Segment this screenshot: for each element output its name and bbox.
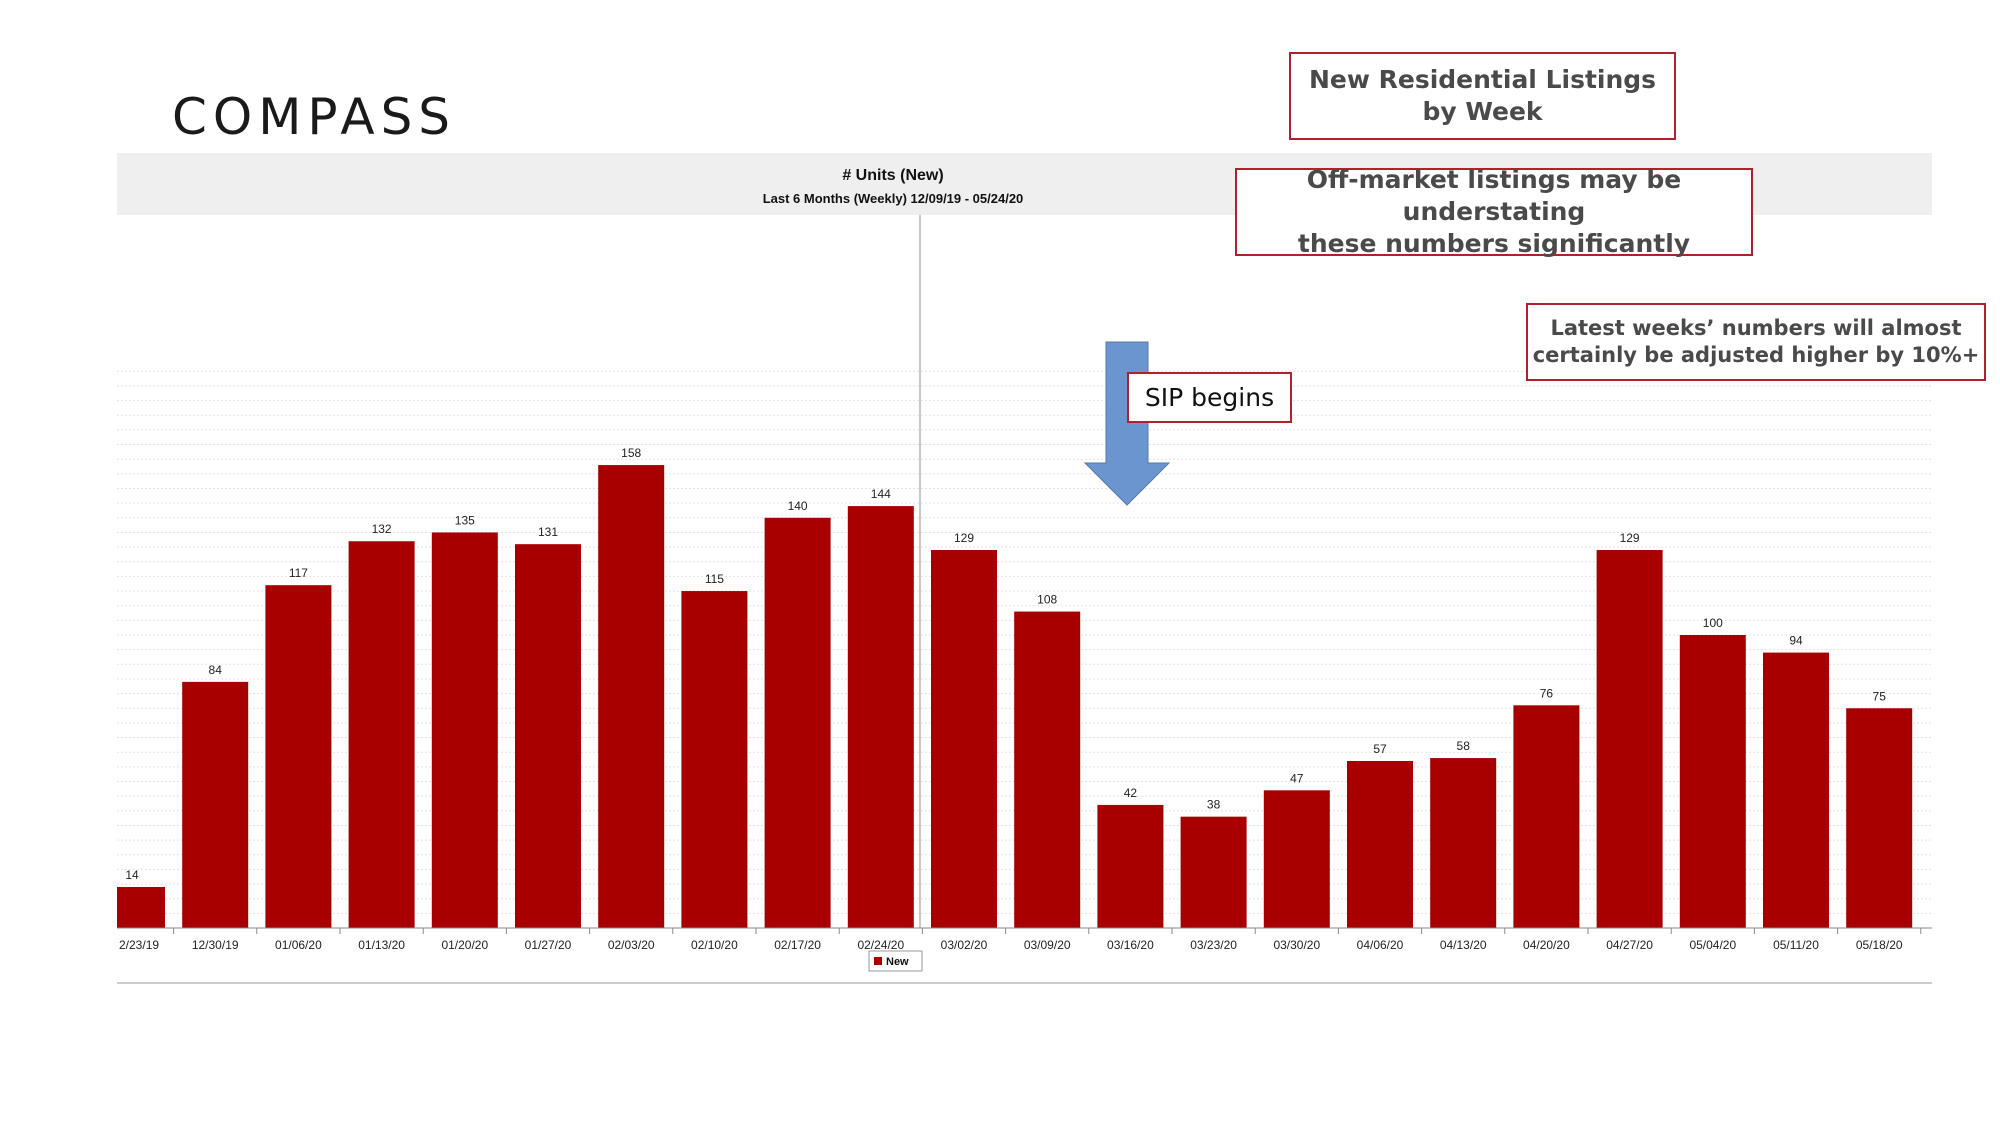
bar-value-label: 115: [705, 572, 724, 586]
bar: [931, 550, 997, 928]
bar-value-label: 108: [1037, 593, 1057, 607]
x-tick-label: 03/23/20: [1190, 938, 1237, 952]
latest-weeks-line1: Latest weeks’ numbers will almost: [1550, 316, 1962, 341]
x-tick-label: 05/18/20: [1856, 938, 1903, 952]
bar-value-label: 57: [1373, 742, 1387, 756]
bar-value-label: 14: [125, 868, 139, 882]
bar-value-label: 131: [538, 525, 558, 539]
bar: [598, 465, 665, 928]
x-tick-label: 03/02/20: [941, 938, 988, 952]
x-tick-label: 05/11/20: [1773, 938, 1819, 952]
x-tick-label: 02/03/20: [608, 938, 655, 952]
latest-weeks-line2: certainly be adjusted higher by 10%+: [1532, 343, 1980, 367]
title-callout-line2: by Week: [1422, 97, 1543, 126]
bar: [1014, 611, 1081, 928]
bar: [1679, 635, 1746, 928]
bar-value-label: 38: [1207, 798, 1221, 812]
bar-value-label: 76: [1540, 686, 1554, 700]
bar: [1263, 790, 1330, 928]
x-tick-label: 04/06/20: [1357, 938, 1404, 952]
bar-value-label: 132: [372, 522, 392, 536]
bar-value-label: 47: [1290, 771, 1304, 785]
axis-band: [117, 928, 1932, 983]
bar: [1097, 804, 1164, 928]
bar: [515, 544, 581, 928]
compass-logo: COMPASS: [172, 88, 457, 146]
x-tick-label: 04/27/20: [1606, 938, 1653, 952]
bar-value-label: 129: [954, 531, 974, 545]
x-tick-label: 04/20/20: [1523, 938, 1570, 952]
x-tick-label: 03/09/20: [1024, 938, 1071, 952]
x-tick-label: 01/06/20: [275, 938, 322, 952]
bar-value-label: 58: [1457, 739, 1471, 753]
bar-value-label: 129: [1620, 531, 1640, 545]
x-tick-label: 01/13/20: [358, 938, 405, 952]
x-tick-label: 2/23/19: [119, 938, 159, 952]
bar: [681, 591, 748, 928]
bar: [1513, 705, 1580, 928]
x-tick-label: 04/13/20: [1440, 938, 1487, 952]
offmarket-note-line1: Off-market listings may be understating: [1306, 165, 1682, 226]
bar-value-label: 42: [1124, 786, 1138, 800]
bar: [764, 517, 831, 928]
chart-title-callout: New Residential Listings by Week: [1289, 52, 1676, 140]
bar-value-label: 117: [289, 566, 308, 580]
bar: [1430, 758, 1497, 928]
chart-title: # Units (New): [842, 167, 943, 184]
x-tick-label: 01/20/20: [441, 938, 488, 952]
x-tick-label: 02/17/20: [774, 938, 821, 952]
bar-value-label: 158: [621, 446, 641, 460]
bar: [182, 681, 249, 928]
sip-begins-label: SIP begins: [1127, 372, 1292, 423]
x-tick-label: 02/24/20: [857, 938, 904, 952]
x-tick-label: 02/10/20: [691, 938, 738, 952]
bar: [847, 506, 914, 928]
legend-swatch: [874, 957, 882, 965]
x-tick-label: 12/30/19: [192, 938, 239, 952]
offmarket-note-callout: Off-market listings may be understating …: [1235, 165, 1753, 258]
bar: [1596, 550, 1663, 928]
offmarket-note-line2: these numbers significantly: [1297, 229, 1691, 258]
title-callout-line1: New Residential Listings: [1308, 65, 1657, 94]
bar: [431, 532, 498, 928]
bar-value-label: 94: [1789, 634, 1803, 648]
legend-label: New: [886, 956, 909, 968]
x-tick-label: 01/27/20: [525, 938, 572, 952]
chart-subtitle: Last 6 Months (Weekly) 12/09/19 - 05/24/…: [763, 191, 1024, 206]
bar: [1763, 652, 1829, 928]
bar: [117, 886, 165, 928]
bar: [348, 541, 415, 928]
bar-value-label: 75: [1873, 689, 1887, 703]
x-tick-label: 03/16/20: [1107, 938, 1154, 952]
bar: [1347, 760, 1413, 928]
x-tick-label: 03/30/20: [1273, 938, 1320, 952]
latest-weeks-callout: Latest weeks’ numbers will almost certai…: [1526, 303, 1986, 381]
bar-value-label: 84: [209, 663, 223, 677]
legend-box: [868, 950, 923, 972]
bar: [1846, 708, 1913, 928]
x-tick-label: 05/04/20: [1689, 938, 1736, 952]
bar-value-label: 135: [455, 513, 475, 527]
bar-value-label: 144: [871, 487, 891, 501]
bar-value-label: 100: [1703, 616, 1723, 630]
bar-value-label: 140: [788, 499, 808, 513]
bar: [265, 585, 332, 928]
bar: [1180, 816, 1247, 928]
